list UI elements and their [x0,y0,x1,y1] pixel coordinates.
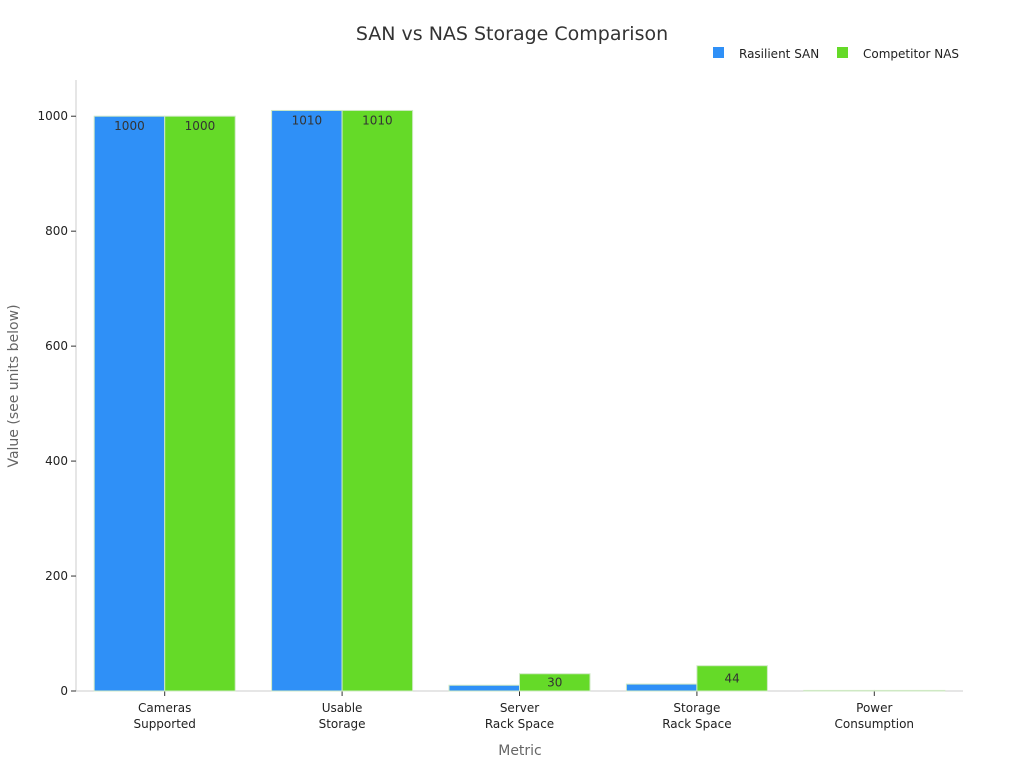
x-axis-label: Metric [498,743,542,759]
legend-label: Competitor NAS [863,47,959,61]
y-tick-label: 1000 [37,109,68,123]
bar [696,665,768,692]
y-tick-label: 600 [45,339,68,353]
x-tick-label: Usable [322,701,363,715]
x-tick-label: Power [856,701,892,715]
bar [873,689,946,692]
bar [448,684,520,692]
data-label: 1010 [292,113,323,127]
y-tick-label: 400 [45,454,68,468]
bar [625,683,698,692]
y-tick-label: 0 [60,684,68,698]
bar [164,115,236,692]
y-tick-label: 200 [45,569,68,583]
x-tick-label: Rack Space [662,717,731,731]
legend-swatch [837,47,848,58]
chart-title: SAN vs NAS Storage Comparison [356,23,668,45]
x-tick-label: Rack Space [485,717,554,731]
bar [341,109,414,692]
x-tick-label: Storage [673,701,720,715]
legend-swatch [713,47,724,58]
data-label: 1010 [362,113,393,127]
data-label: 1000 [185,119,216,133]
x-tick-label: Supported [133,717,195,731]
legend-label: Rasilient SAN [739,47,819,61]
bar [803,689,875,692]
bar [519,673,591,692]
x-tick-label: Storage [319,717,366,731]
y-axis-label: Value (see units below) [6,304,22,467]
data-label: 44 [725,671,740,685]
bar [271,109,343,692]
data-label: 1000 [114,119,145,133]
x-tick-label: Cameras [138,701,191,715]
bar [93,115,166,692]
x-tick-label: Server [500,701,539,715]
y-tick-label: 800 [45,224,68,238]
data-label: 30 [547,675,562,689]
x-tick-label: Consumption [835,717,914,731]
